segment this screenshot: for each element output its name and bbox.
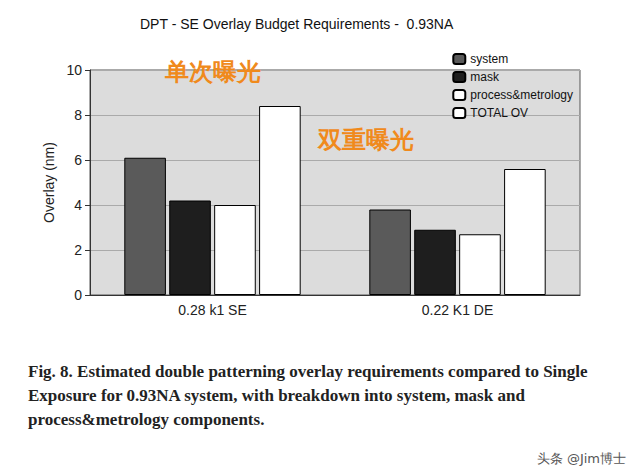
svg-text:mask: mask — [470, 70, 500, 84]
svg-text:Overlay (nm): Overlay (nm) — [41, 142, 57, 223]
svg-text:0.28 k1 SE: 0.28 k1 SE — [178, 302, 247, 318]
svg-text:0.22 K1 DE: 0.22 K1 DE — [422, 302, 494, 318]
svg-text:DPT - SE Overlay Budget Requir: DPT - SE Overlay Budget Requirements - 0… — [140, 16, 454, 32]
svg-text:8: 8 — [74, 107, 82, 123]
svg-text:2: 2 — [74, 242, 82, 258]
svg-text:6: 6 — [74, 152, 82, 168]
svg-text:TOTAL OV: TOTAL OV — [470, 106, 528, 120]
svg-text:10: 10 — [66, 62, 82, 78]
svg-text:system: system — [470, 52, 508, 66]
svg-text:process&metrology: process&metrology — [470, 88, 573, 102]
svg-text:单次曝光: 单次曝光 — [164, 58, 261, 86]
html-text:头条 @Jim博士: 头条 @Jim博士 — [536, 451, 626, 466]
html-text:Fig. 8. Estimated double patte: Fig. 8. Estimated double patterning over… — [28, 362, 588, 429]
svg-text:0: 0 — [74, 287, 82, 303]
svg-text:双重曝光: 双重曝光 — [317, 126, 414, 154]
svg-text:4: 4 — [74, 197, 82, 213]
